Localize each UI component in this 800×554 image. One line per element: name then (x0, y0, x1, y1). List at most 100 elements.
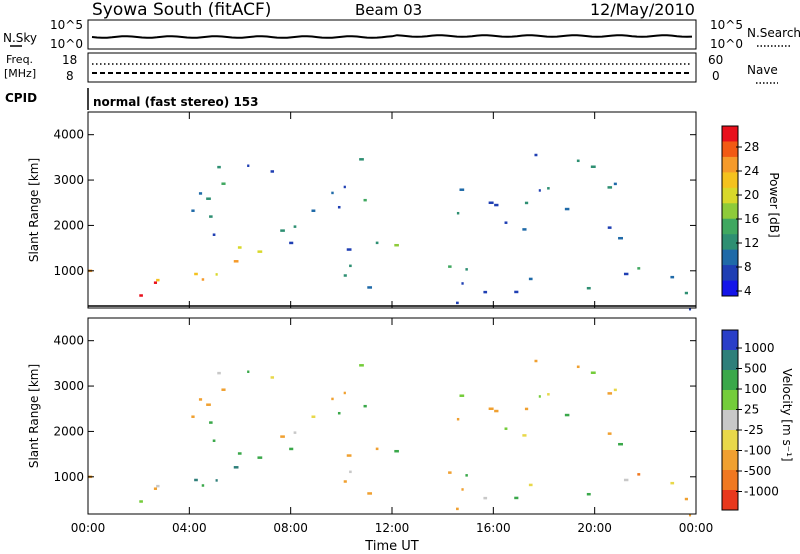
power-colorbar-swatch (722, 280, 738, 297)
velocity-echo-cell (465, 474, 468, 477)
range-tick-label: 1000 (53, 470, 84, 484)
power-echo-cell (465, 268, 468, 271)
velocity-echo-cell (367, 492, 373, 495)
power-echo-cell (459, 188, 465, 191)
power-colorbar-tick: 8 (744, 260, 752, 274)
nave-tick-top: 60 (708, 53, 723, 67)
nave-tick-bottom: 0 (712, 69, 720, 83)
velocity-echo-cell (221, 388, 226, 391)
velocity-echo-cell (153, 487, 158, 490)
power-echo-cell (514, 290, 519, 294)
power-echo-cell (456, 301, 459, 305)
range-tick-label: 3000 (53, 379, 84, 393)
nsearch-label: N.Search (747, 26, 800, 40)
velocity-colorbar-tick: -25 (744, 423, 764, 437)
power-echo-cell (538, 189, 541, 192)
velocity-echo-cell (586, 492, 591, 496)
power-echo-cell (367, 286, 373, 289)
power-echo-cell (233, 260, 239, 263)
velocity-echo-cell (270, 376, 275, 379)
cpid-label: CPID (5, 91, 37, 105)
power-ylabel: Slant Range [km] (27, 158, 41, 262)
velocity-echo-cell (456, 507, 459, 511)
range-tick-label: 1000 (53, 264, 84, 278)
velocity-echo-cell (613, 388, 617, 392)
velocity-echo-cell (311, 415, 316, 418)
velocity-echo-cell (217, 371, 221, 375)
range-tick-label: 3000 (53, 173, 84, 187)
power-colorbar-label: Power [dB] (767, 172, 781, 237)
power-echo-cell (461, 282, 464, 285)
power-echo-cell (623, 272, 629, 276)
noise-series-line (91, 34, 693, 39)
power-echo-cell (504, 221, 508, 224)
power-echo-cell (394, 243, 399, 247)
power-echo-cell (221, 182, 226, 185)
noise-tick-left-top: 10^5 (50, 18, 83, 32)
power-echo-cell (139, 294, 143, 297)
velocity-colorbar: 1000 500 100 25 -25 -100 -500 -1000 (721, 329, 779, 511)
power-echo-cell (534, 153, 538, 157)
power-echo-cell (237, 246, 242, 249)
power-echo-cell (363, 198, 367, 202)
power-echo-cell (343, 274, 347, 277)
velocity-colorbar-tick: -100 (744, 444, 771, 458)
power-echo-cell (331, 191, 334, 195)
power-echo-cell (349, 264, 352, 268)
velocity-echo-cell (623, 478, 629, 482)
velocity-echo-cell (375, 447, 379, 451)
velocity-echo-cell (191, 415, 195, 418)
time-tick-label: 12:00 (375, 521, 410, 535)
noise-tick-right-bottom: 10^0 (710, 37, 743, 51)
velocity-echo-cell (504, 427, 508, 430)
power-echo-cell (257, 250, 263, 253)
freq-tick-top: 18 (62, 53, 77, 67)
velocity-echo-cell (247, 370, 250, 373)
power-echo-cell (346, 248, 352, 251)
freq-unit: [MHz] (4, 67, 36, 80)
velocity-echo-cell (331, 397, 334, 401)
velocity-echo-cell (212, 439, 216, 442)
power-colorbar-swatch (722, 203, 738, 220)
velocity-echo-cell (215, 479, 218, 482)
velocity-echo-cell (343, 391, 346, 395)
velocity-echo-cell (198, 398, 203, 401)
velocity-echo-cell (522, 434, 527, 437)
range-tick-label: 2000 (53, 424, 84, 438)
power-echo-cell (488, 201, 494, 205)
velocity-colorbar-swatch (722, 490, 738, 511)
range-tick-label: 2000 (53, 218, 84, 232)
power-echo-cell (280, 229, 285, 232)
power-echo-cell (590, 165, 596, 168)
beam-title: Beam 03 (355, 1, 422, 19)
power-colorbar-swatch (722, 156, 738, 173)
nsky-label: N.Sky (3, 31, 37, 45)
freq-tick-bottom: 8 (66, 69, 74, 83)
velocity-echo-cell (206, 403, 211, 406)
power-echo-cell (670, 275, 675, 279)
time-axis-label: Time UT (364, 539, 418, 554)
power-echo-cell (494, 203, 499, 207)
time-tick-label: 20:00 (577, 521, 612, 535)
velocity-echo-cell (448, 471, 452, 474)
time-tick-label: 08:00 (273, 521, 308, 535)
freq-panel: Freq. [MHz] 18 8 60 0 Nave (4, 52, 778, 84)
power-echo-cell (289, 241, 294, 245)
velocity-echo-cell (524, 407, 529, 411)
power-echo-cell (311, 209, 316, 212)
velocity-colorbar-tick: 25 (744, 403, 759, 417)
power-echo-cell (217, 165, 221, 169)
cpid-text: normal (fast stereo) 153 (93, 95, 259, 109)
power-echo-cell (212, 233, 216, 236)
power-echo-cell (198, 192, 203, 195)
velocity-echo-cell (637, 473, 641, 476)
power-echo-cell (448, 265, 452, 268)
power-colorbar-swatch (722, 141, 738, 158)
power-echo-cell (209, 215, 213, 218)
velocity-echo-cell (139, 500, 143, 503)
power-colorbar-swatch (722, 187, 738, 204)
power-echo-cell (153, 281, 158, 284)
power-echo-cell (343, 185, 346, 189)
power-colorbar-tick: 20 (744, 188, 759, 202)
velocity-echo-cell (618, 442, 623, 446)
